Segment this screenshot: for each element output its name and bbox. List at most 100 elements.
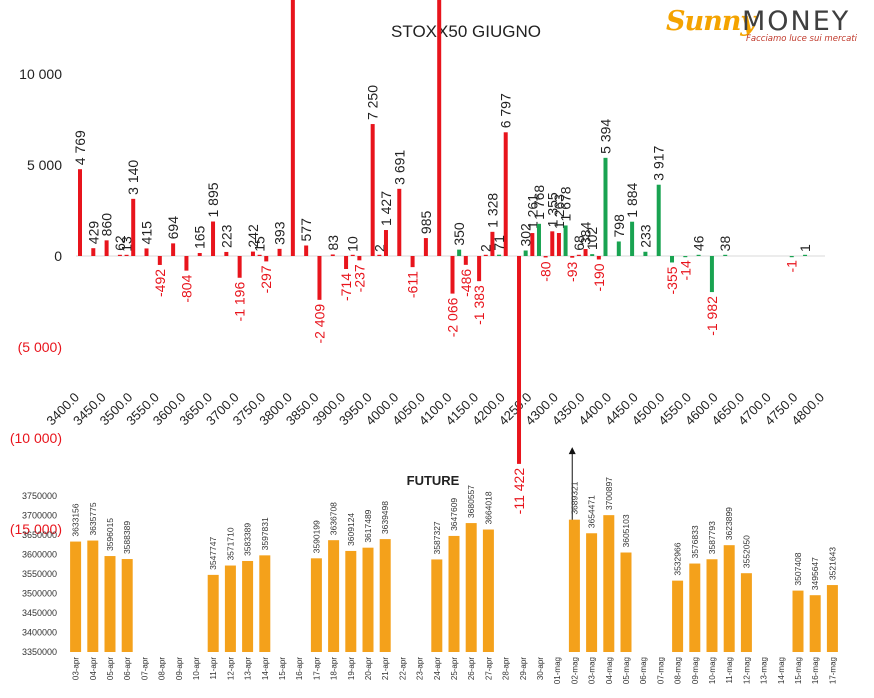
put-data-label: 1 678: [558, 186, 574, 221]
future-x-tick-label: 27-apr: [484, 657, 493, 680]
future-bar: [672, 580, 684, 652]
put-data-label: 1 884: [624, 182, 640, 217]
call-bar: [570, 256, 575, 258]
future-x-tick-label: 14-apr: [261, 657, 270, 680]
future-bar: [259, 555, 271, 652]
call-bar: [171, 243, 176, 256]
future-data-label: 3623899: [724, 507, 734, 540]
future-x-tick-label: 09-mag: [691, 657, 700, 684]
future-bar: [620, 552, 632, 652]
future-x-tick-label: 02-mag: [570, 657, 579, 684]
future-x-tick-label: 12-apr: [226, 657, 235, 680]
call-data-label: 860: [99, 213, 115, 237]
call-bar: [264, 256, 269, 262]
future-x-tick-label: 08-apr: [158, 657, 167, 680]
put-bar: [696, 254, 701, 256]
call-bar: [330, 254, 335, 256]
call-bar: [423, 238, 428, 256]
call-data-label: 68: [571, 235, 587, 251]
future-x-tick-label: 21-apr: [381, 657, 390, 680]
future-data-label: 3680557: [466, 485, 476, 518]
call-data-label: -11 422: [511, 468, 527, 515]
future-data-label: 3605103: [621, 514, 631, 547]
call-bar: [344, 256, 349, 269]
annotation-arrow-head: [568, 447, 576, 455]
put-data-label: 102: [584, 227, 600, 251]
call-bar: [257, 254, 262, 256]
call-bar: [250, 251, 255, 256]
put-bar: [656, 184, 661, 256]
future-y-tick-label: 3600000: [22, 550, 57, 560]
call-bar: [304, 245, 309, 256]
put-bar: [536, 223, 541, 256]
call-bar: [397, 188, 402, 256]
put-data-label: 302: [518, 223, 534, 247]
future-data-label: 3521643: [827, 547, 837, 580]
future-x-tick-label: 17-mag: [828, 657, 837, 684]
future-data-label: 3617489: [363, 509, 373, 542]
future-y-tick-label: 3700000: [22, 511, 57, 521]
future-data-label: 3547747: [208, 537, 218, 570]
future-data-label: 3495647: [810, 557, 820, 590]
call-data-label: 10: [345, 236, 361, 252]
future-data-label: 3664018: [483, 491, 493, 524]
future-bar: [603, 515, 615, 652]
future-x-tick-label: 15-mag: [794, 657, 803, 684]
future-bar: [723, 545, 735, 652]
call-bar: [517, 256, 522, 464]
future-x-tick-label: 10-apr: [192, 657, 201, 680]
future-data-label: 3587793: [707, 521, 717, 554]
future-bar: [448, 535, 460, 652]
put-bar: [497, 254, 502, 256]
y-tick-label: (15 000): [10, 521, 62, 537]
call-bar: [543, 256, 548, 258]
future-x-tick-label: 13-apr: [244, 657, 253, 680]
put-data-label: 1 768: [531, 185, 547, 220]
future-data-label: 3636708: [329, 502, 339, 535]
future-y-tick-label: 3650000: [22, 530, 57, 540]
call-data-label: 3 140: [125, 160, 141, 195]
call-bar: [357, 256, 362, 261]
future-x-tick-label: 14-mag: [777, 657, 786, 684]
future-x-tick-label: 20-apr: [364, 657, 373, 680]
call-data-label: 1 895: [205, 182, 221, 217]
y-tick-label: 5 000: [27, 157, 62, 173]
future-x-tick-label: 30-apr: [536, 657, 545, 680]
future-x-tick-label: 10-mag: [708, 657, 717, 684]
future-x-tick-label: 05-mag: [622, 657, 631, 684]
put-data-label: 350: [451, 222, 467, 246]
future-bar: [104, 556, 116, 652]
call-data-label: -804: [178, 274, 194, 302]
call-data-label: 3 691: [391, 150, 407, 185]
future-x-tick-label: 01-mag: [553, 657, 562, 684]
future-x-tick-label: 04-mag: [605, 657, 614, 684]
call-bar: [290, 0, 295, 256]
future-data-label: 3654471: [587, 495, 597, 528]
brand-logo: Sunny MONEY Facciamo luce sui mercati: [666, 4, 866, 44]
future-data-label: 3639498: [380, 501, 390, 534]
put-bar: [590, 254, 595, 256]
call-bar: [78, 169, 82, 256]
call-data-label: 1 355: [544, 192, 560, 227]
call-data-label: 1 261: [524, 194, 540, 229]
future-x-tick-label: 04-apr: [89, 657, 98, 680]
call-data-label: 62: [112, 235, 128, 251]
future-data-label: 3597831: [260, 517, 270, 550]
future-x-tick-label: 18-apr: [330, 657, 339, 680]
put-data-label: 233: [637, 224, 653, 248]
future-x-tick-label: 17-apr: [312, 657, 321, 680]
call-bar: [237, 256, 242, 278]
future-x-tick-label: 13-mag: [760, 657, 769, 684]
future-x-tick-label: 11-apr: [209, 657, 218, 680]
call-bar: [184, 256, 189, 271]
put-data-label: 798: [611, 214, 627, 238]
call-data-label: -297: [258, 265, 274, 293]
call-data-label: -237: [351, 264, 367, 292]
future-data-label: 3633156: [71, 503, 81, 536]
call-data-label: -190: [591, 263, 607, 291]
future-x-tick-label: 22-apr: [398, 657, 407, 680]
call-data-label: 1 427: [378, 191, 394, 226]
call-data-label: 6 797: [498, 93, 514, 128]
future-data-label: 3588389: [122, 521, 132, 554]
call-bar: [157, 256, 162, 265]
